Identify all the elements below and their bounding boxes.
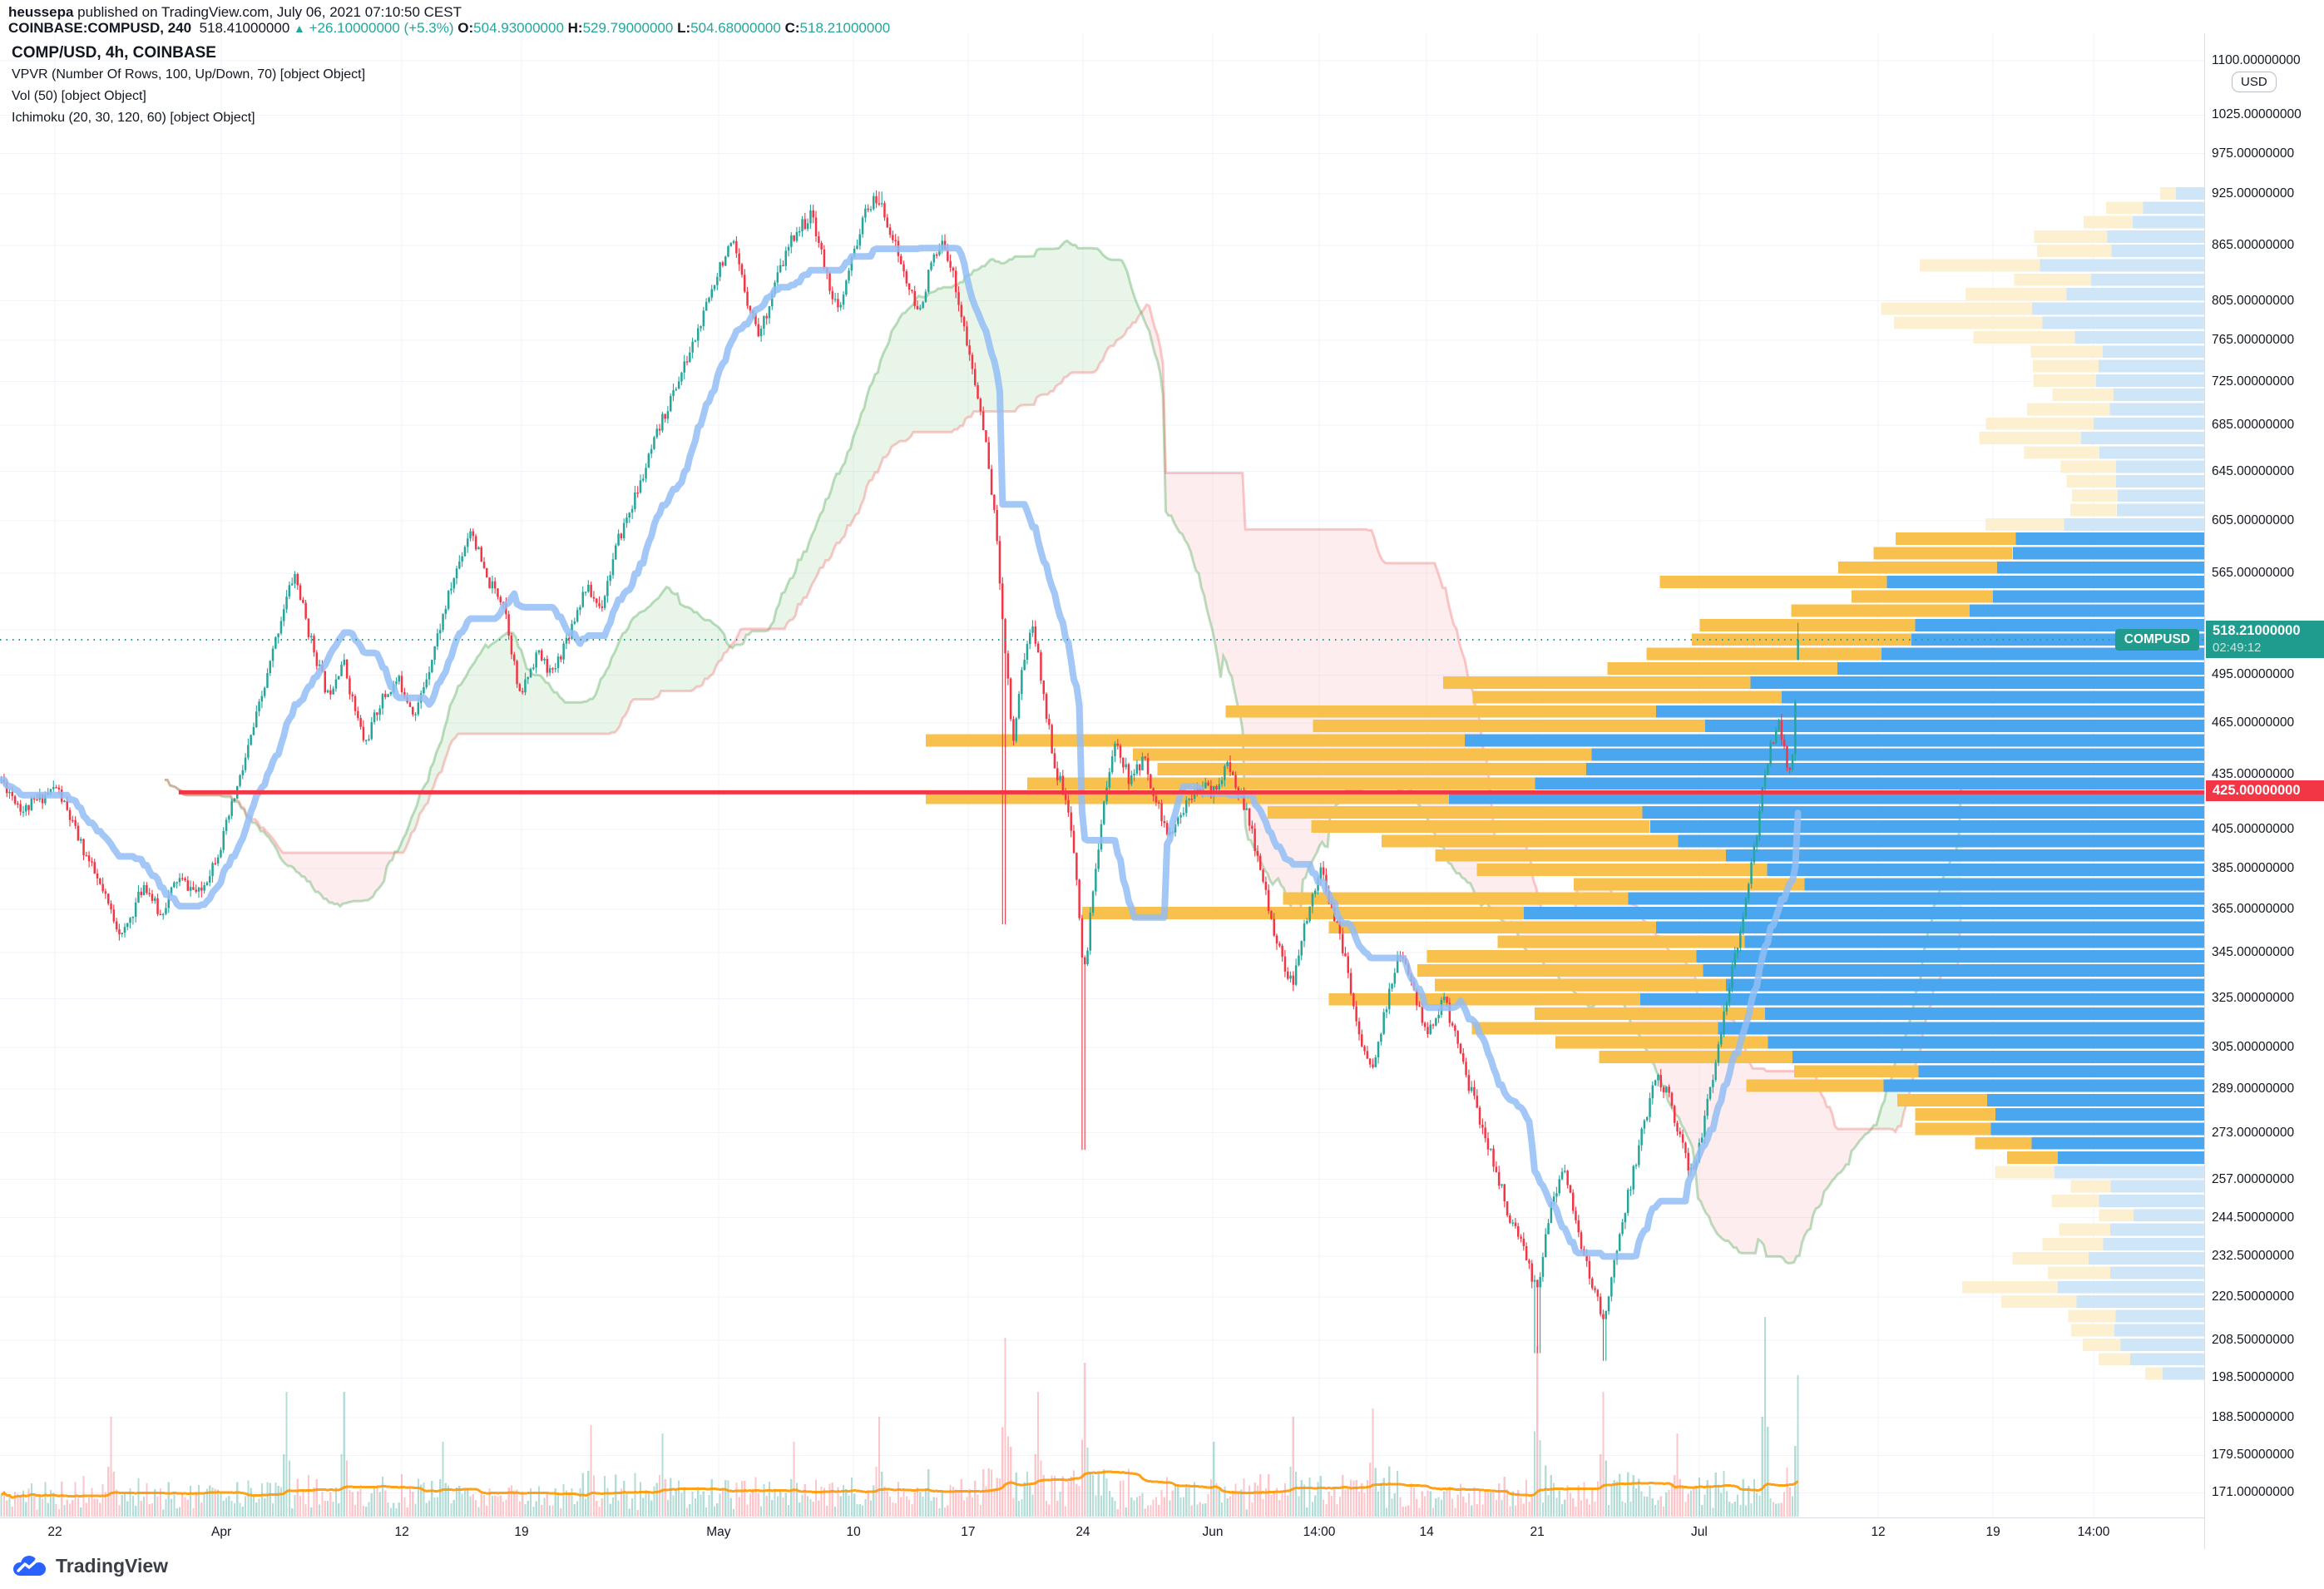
price-tick-label: 495.00000000 [2212, 667, 2295, 682]
candle-countdown: 02:49:12 [2213, 641, 2262, 656]
last-price-value: 518.41000000 [199, 20, 290, 36]
time-tick-label: 17 [961, 1525, 976, 1539]
price-tick-label: 805.00000000 [2212, 293, 2295, 308]
open-value: 504.93000000 [473, 20, 564, 36]
price-tick-label: 405.00000000 [2212, 821, 2295, 836]
time-tick-label: 24 [1075, 1525, 1090, 1539]
tradingview-logo[interactable]: TradingView [12, 1554, 168, 1577]
price-tick-label: 208.50000000 [2212, 1332, 2295, 1347]
time-tick-label: 12 [1871, 1525, 1886, 1539]
price-tick-label: 289.00000000 [2212, 1082, 2295, 1096]
price-tick-label: 925.00000000 [2212, 186, 2295, 201]
chart-legend: COMP/USD, 4h, COINBASE VPVR (Number Of R… [12, 42, 365, 129]
price-tick-label: 220.50000000 [2212, 1290, 2295, 1304]
price-tick-label: 605.00000000 [2212, 512, 2295, 527]
level-price-badge: 425.00000000 [2206, 780, 2324, 802]
candlesticks [0, 190, 1799, 1361]
high-value: 529.79000000 [582, 20, 674, 36]
price-tick-label: 188.50000000 [2212, 1410, 2295, 1425]
price-tick-label: 325.00000000 [2212, 991, 2295, 1006]
price-tick-label: 244.50000000 [2212, 1210, 2295, 1225]
last-price-badge: 518.21000000 02:49:12 [2206, 621, 2324, 659]
time-tick-label: 10 [846, 1525, 861, 1539]
legend-indicator-vol[interactable]: Vol (50) [object Object] [12, 89, 146, 103]
price-tick-label: 365.00000000 [2212, 902, 2295, 917]
price-tick-label: 465.00000000 [2212, 715, 2295, 730]
up-arrow-icon: ▲ [294, 22, 305, 35]
ticker-symbol: COINBASE:COMPUSD, 240 [8, 20, 192, 36]
time-tick-label: May [706, 1525, 731, 1539]
price-tick-label: 765.00000000 [2212, 332, 2295, 347]
price-tick-label: 975.00000000 [2212, 146, 2295, 161]
time-tick-label: 12 [394, 1525, 409, 1539]
volume-bars [0, 1317, 1799, 1517]
ichimoku-base-line [0, 245, 1802, 1260]
legend-indicator-ichimoku[interactable]: Ichimoku (20, 30, 120, 60) [object Objec… [12, 111, 255, 125]
price-tick-label: 305.00000000 [2212, 1040, 2295, 1055]
price-tick-label: 645.00000000 [2212, 463, 2295, 478]
price-tick-label: 385.00000000 [2212, 860, 2295, 875]
price-tick-label: 179.50000000 [2212, 1448, 2295, 1463]
tradingview-cloud-icon [13, 1556, 46, 1576]
high-label: H: [567, 20, 583, 36]
price-tick-label: 1100.00000000 [2212, 53, 2301, 67]
close-value: 518.21000000 [799, 20, 891, 36]
legend-symbol-title[interactable]: COMP/USD, 4h, COINBASE [12, 44, 216, 62]
price-tick-label: 273.00000000 [2212, 1125, 2295, 1140]
price-tick-label: 435.00000000 [2212, 766, 2295, 781]
time-tick-label: Jun [1202, 1525, 1224, 1539]
price-tick-label: 865.00000000 [2212, 238, 2295, 253]
price-tick-label: 345.00000000 [2212, 945, 2295, 960]
volume-ma-line [0, 1470, 1799, 1499]
symbol-price-label: COMPUSD [2114, 629, 2199, 651]
low-label: L: [677, 20, 691, 36]
low-value: 504.68000000 [690, 20, 781, 36]
price-tick-label: 725.00000000 [2212, 374, 2295, 389]
publisher-name: heussepa [8, 4, 74, 20]
price-tick-label: 198.50000000 [2212, 1370, 2295, 1385]
open-label: O: [457, 20, 474, 36]
last-price-badge-value: 518.21000000 [2213, 623, 2301, 639]
price-tick-label: 232.50000000 [2212, 1249, 2295, 1264]
legend-indicator-vpvr[interactable]: VPVR (Number Of Rows, 100, Up/Down, 70) … [12, 67, 366, 82]
time-tick-label: Jul [1690, 1525, 1708, 1539]
time-tick-label: 14 [1419, 1525, 1434, 1539]
vpvr-volume-profile [926, 187, 2204, 1380]
currency-toggle[interactable]: USD [2232, 72, 2277, 92]
price-tick-label: 685.00000000 [2212, 417, 2295, 432]
price-tick-label: 1025.00000000 [2212, 107, 2302, 122]
time-tick-label: 19 [1985, 1525, 2000, 1539]
price-tick-label: 565.00000000 [2212, 566, 2295, 581]
time-tick-label: 19 [514, 1525, 529, 1539]
price-tick-label: 171.00000000 [2212, 1485, 2295, 1500]
close-label: C: [784, 20, 800, 36]
price-change: +26.10000000 (+5.3%) [309, 20, 454, 36]
tradingview-wordmark: TradingView [56, 1554, 169, 1577]
price-chart-canvas[interactable] [0, 33, 2204, 1517]
time-tick-label: 14:00 [1303, 1525, 1336, 1539]
ticker-line: COINBASE:COMPUSD, 240 518.41000000 ▲ +26… [8, 20, 890, 37]
publish-info: published on TradingView.com, July 06, 2… [73, 4, 462, 20]
time-axis[interactable]: 22 Apr 12 19 May 10 17 24 Jun 14:00 14 21 Jul 12 19 14:… [0, 1517, 2324, 1549]
time-tick-label: 14:00 [2077, 1525, 2110, 1539]
time-tick-label: 21 [1530, 1525, 1545, 1539]
price-tick-label: 257.00000000 [2212, 1171, 2295, 1186]
time-tick-label: Apr [210, 1525, 232, 1539]
publish-line: heussepa published on TradingView.com, J… [8, 4, 462, 21]
time-tick-label: 22 [47, 1525, 62, 1539]
price-axis[interactable]: 171.00000000 179.50000000 188.50000000 198.… [2204, 33, 2324, 1549]
